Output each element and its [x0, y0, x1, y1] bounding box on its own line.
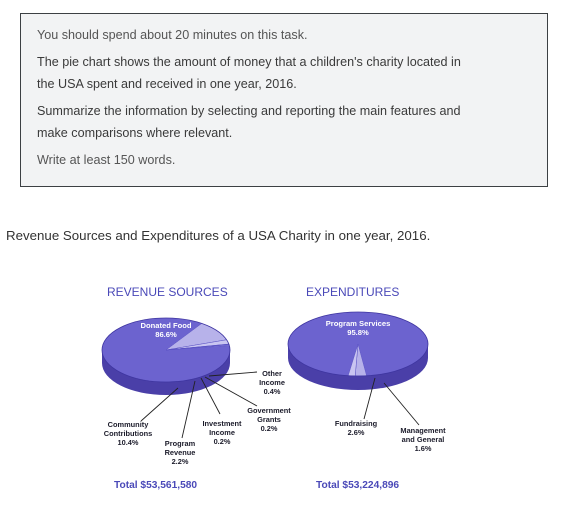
label-community-contributions-2: Contributions: [104, 429, 152, 438]
leader-management: [383, 382, 420, 426]
expenditure-slice-program-services: [287, 312, 428, 376]
leader-lines: [140, 371, 420, 439]
leader-other: [208, 371, 258, 377]
task-description-line1: The pie chart shows the amount of money …: [37, 55, 461, 69]
label-management-general-pct: 1.6%: [415, 444, 432, 453]
label-donated-food: Donated Food: [140, 321, 191, 330]
task-prompt-box: You should spend about 20 minutes on thi…: [20, 13, 548, 187]
label-investment-income: Investment: [202, 419, 242, 428]
label-government-grants: Government: [247, 406, 291, 415]
label-program-revenue-2: Revenue: [165, 448, 196, 457]
label-other-income-2: Income: [259, 378, 285, 387]
leader-fundraising: [363, 377, 376, 420]
task-description-line2: the USA spent and received in one year, …: [37, 77, 297, 91]
label-fundraising: Fundraising: [335, 419, 378, 428]
leader-government: [204, 376, 258, 407]
expenditure-total: Total $53,224,896: [316, 480, 399, 491]
revenue-rim: [101, 317, 231, 383]
expenditure-rim: [287, 311, 429, 377]
expenditure-side-wall: [288, 344, 428, 390]
label-program-revenue: Program: [165, 439, 196, 448]
figure-title: Revenue Sources and Expenditures of a US…: [6, 228, 431, 243]
label-donated-food-pct: 86.6%: [155, 330, 177, 339]
revenue-total: Total $53,561,580: [114, 480, 197, 491]
leader-investment: [200, 377, 221, 415]
label-fundraising-pct: 2.6%: [348, 428, 365, 437]
label-government-grants-pct: 0.2%: [261, 424, 278, 433]
task-time-note: You should spend about 20 minutes on thi…: [37, 28, 308, 42]
leader-program-revenue: [181, 380, 196, 439]
expenditure-chart-title: EXPENDITURES: [306, 285, 399, 299]
label-management-general-2: and General: [402, 435, 445, 444]
label-investment-income-2: Income: [209, 428, 235, 437]
task-word-count: Write at least 150 words.: [37, 153, 176, 167]
label-community-contributions-pct: 10.4%: [118, 438, 139, 447]
label-government-grants-2: Grants: [257, 415, 281, 424]
leader-community: [140, 387, 179, 422]
label-community-contributions: Community: [108, 420, 150, 429]
label-program-services-pct: 95.8%: [347, 328, 369, 337]
task-instruction-line2: make comparisons where relevant.: [37, 126, 233, 140]
label-program-services: Program Services: [326, 319, 391, 328]
label-other-income-pct: 0.4%: [264, 387, 281, 396]
task-instruction-line1: Summarize the information by selecting a…: [37, 104, 461, 118]
revenue-chart-title: REVENUE SOURCES: [107, 285, 228, 299]
label-management-general: Management: [400, 426, 446, 435]
revenue-side-wall: [102, 350, 230, 395]
pie-layer: [101, 311, 429, 395]
label-other-income: Other: [262, 369, 282, 378]
label-investment-income-pct: 0.2%: [214, 437, 231, 446]
label-program-revenue-pct: 2.2%: [172, 457, 189, 466]
